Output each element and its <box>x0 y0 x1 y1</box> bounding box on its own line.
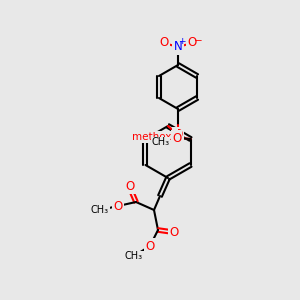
Text: O: O <box>172 131 181 145</box>
Text: O: O <box>173 128 183 142</box>
Text: I: I <box>173 130 177 143</box>
Text: O: O <box>125 179 135 193</box>
Text: CH₃: CH₃ <box>125 251 143 261</box>
Text: methoxy: methoxy <box>132 132 177 142</box>
Text: O: O <box>113 200 123 212</box>
Text: CH₃: CH₃ <box>152 137 169 147</box>
Text: O: O <box>169 226 178 238</box>
Text: O: O <box>159 37 169 50</box>
Text: O: O <box>146 239 154 253</box>
Text: N: N <box>174 40 182 53</box>
Text: −: − <box>194 36 202 46</box>
Text: CH₃: CH₃ <box>91 205 109 215</box>
Text: +: + <box>178 38 186 46</box>
Text: O: O <box>188 37 196 50</box>
